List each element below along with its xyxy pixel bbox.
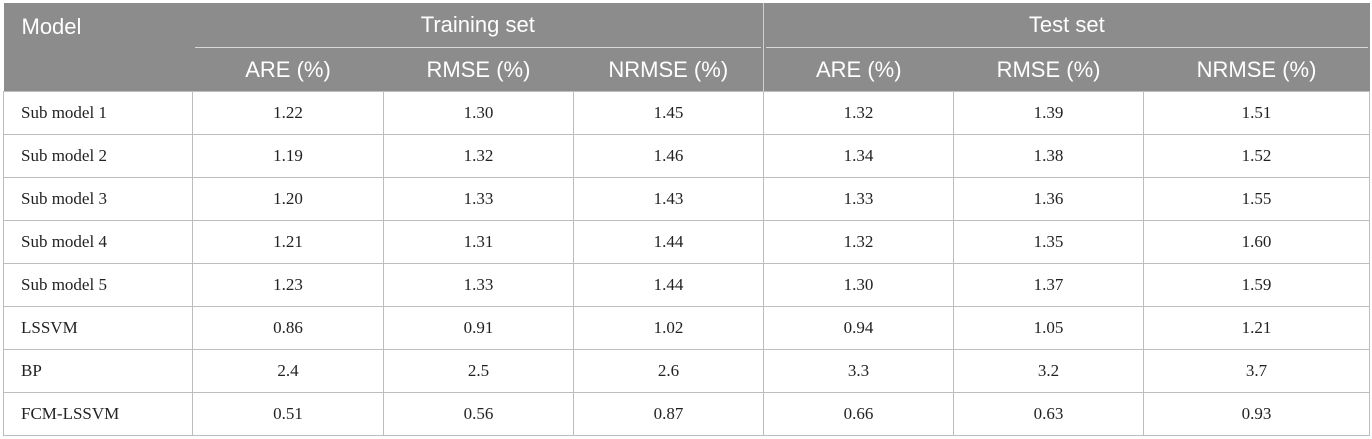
row-model-name: BP xyxy=(3,349,193,393)
table-cell: 3.7 xyxy=(1143,349,1371,393)
table-cell: 1.60 xyxy=(1143,220,1371,264)
test-set-header: Test set xyxy=(763,3,1370,48)
table-body: Sub model 1 1.22 1.30 1.45 1.32 1.39 1.51 Sub m… xyxy=(3,91,1371,436)
table-cell: 0.87 xyxy=(572,392,765,436)
metric-header: RMSE (%) xyxy=(953,48,1144,92)
table-header: Model Training set Test set ARE (%) RMSE… xyxy=(3,3,1370,92)
metric-header: ARE (%) xyxy=(192,48,384,92)
table-cell: 1.19 xyxy=(192,134,384,178)
table-cell: 1.34 xyxy=(763,134,955,178)
table-cell: 1.35 xyxy=(953,220,1145,264)
table-cell: 0.93 xyxy=(1143,392,1371,436)
table-row: Sub model 1 1.22 1.30 1.45 1.32 1.39 1.51 xyxy=(3,91,1371,135)
table-cell: 1.55 xyxy=(1143,177,1371,221)
row-model-name: Sub model 3 xyxy=(3,177,193,221)
table-row: Sub model 4 1.21 1.31 1.44 1.32 1.35 1.60 xyxy=(3,220,1371,264)
table-cell: 1.51 xyxy=(1143,91,1371,135)
table-cell: 1.32 xyxy=(383,134,574,178)
table-cell: 0.51 xyxy=(192,392,384,436)
table-cell: 1.38 xyxy=(953,134,1145,178)
table-cell: 1.32 xyxy=(763,220,955,264)
table-cell: 1.32 xyxy=(763,91,955,135)
row-model-name: Sub model 2 xyxy=(3,134,193,178)
table-cell: 1.43 xyxy=(572,177,765,221)
table-cell: 1.33 xyxy=(763,177,955,221)
results-table: Model Training set Test set ARE (%) RMSE… xyxy=(3,3,1371,436)
table-cell: 0.94 xyxy=(763,306,955,350)
table-cell: 1.30 xyxy=(383,91,574,135)
table-cell: 2.5 xyxy=(383,349,574,393)
row-model-name: FCM-LSSVM xyxy=(3,392,193,436)
row-model-name: LSSVM xyxy=(3,306,193,350)
table-cell: 3.2 xyxy=(953,349,1145,393)
table-cell: 1.44 xyxy=(572,220,765,264)
metric-header: ARE (%) xyxy=(763,48,954,92)
model-column-header: Model xyxy=(3,3,193,92)
table-cell: 0.66 xyxy=(763,392,955,436)
training-set-label: Training set xyxy=(194,3,762,48)
row-model-name: Sub model 1 xyxy=(3,91,193,135)
table-cell: 1.31 xyxy=(383,220,574,264)
table-cell: 2.4 xyxy=(192,349,384,393)
table-row: Sub model 2 1.19 1.32 1.46 1.34 1.38 1.52 xyxy=(3,134,1371,178)
table-cell: 1.46 xyxy=(572,134,765,178)
table-cell: 1.52 xyxy=(1143,134,1371,178)
table-cell: 1.21 xyxy=(1143,306,1371,350)
table-cell: 1.33 xyxy=(383,263,574,307)
metric-header: NRMSE (%) xyxy=(573,48,764,92)
table-cell: 2.6 xyxy=(572,349,765,393)
row-model-name: Sub model 4 xyxy=(3,220,193,264)
table-cell: 1.30 xyxy=(763,263,955,307)
table-cell: 0.63 xyxy=(953,392,1145,436)
table-cell: 1.22 xyxy=(192,91,384,135)
table-cell: 1.59 xyxy=(1143,263,1371,307)
training-set-header: Training set xyxy=(192,3,764,48)
metric-header: RMSE (%) xyxy=(383,48,574,92)
table-row: Sub model 5 1.23 1.33 1.44 1.30 1.37 1.59 xyxy=(3,263,1371,307)
table-cell: 3.3 xyxy=(763,349,955,393)
table-cell: 0.56 xyxy=(383,392,574,436)
table-row: BP 2.4 2.5 2.6 3.3 3.2 3.7 xyxy=(3,349,1371,393)
table-cell: 1.33 xyxy=(383,177,574,221)
table-row: Sub model 3 1.20 1.33 1.43 1.33 1.36 1.55 xyxy=(3,177,1371,221)
table-cell: 1.23 xyxy=(192,263,384,307)
table-cell: 1.36 xyxy=(953,177,1145,221)
metric-header: NRMSE (%) xyxy=(1143,48,1370,92)
table-cell: 1.39 xyxy=(953,91,1145,135)
row-model-name: Sub model 5 xyxy=(3,263,193,307)
test-set-label: Test set xyxy=(766,3,1368,48)
table-cell: 0.86 xyxy=(192,306,384,350)
table-cell: 1.05 xyxy=(953,306,1145,350)
table-cell: 1.37 xyxy=(953,263,1145,307)
table-cell: 1.45 xyxy=(572,91,765,135)
table-cell: 1.21 xyxy=(192,220,384,264)
table-cell: 1.02 xyxy=(572,306,765,350)
table-row: FCM-LSSVM 0.51 0.56 0.87 0.66 0.63 0.93 xyxy=(3,392,1371,436)
table-cell: 1.44 xyxy=(572,263,765,307)
table-cell: 0.91 xyxy=(383,306,574,350)
table-row: LSSVM 0.86 0.91 1.02 0.94 1.05 1.21 xyxy=(3,306,1371,350)
table-cell: 1.20 xyxy=(192,177,384,221)
